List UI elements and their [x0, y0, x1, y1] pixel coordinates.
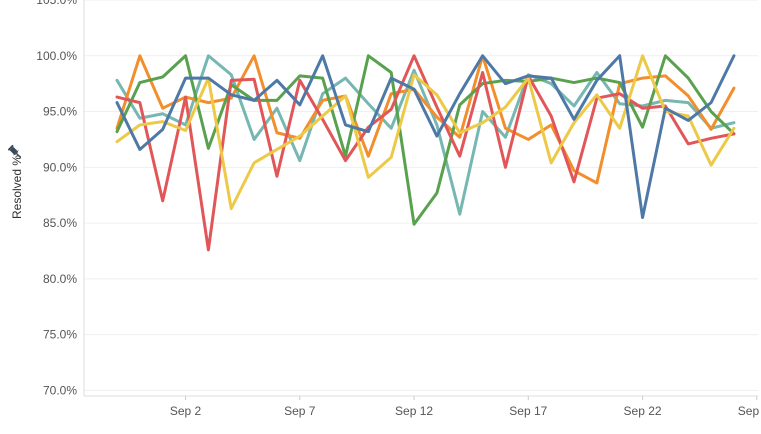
pin-icon-head: [7, 144, 14, 151]
y-tick-label: 105.0%: [36, 0, 77, 7]
pin-icon-body: [9, 146, 18, 155]
y-axis-title-group: Resolved %: [10, 155, 24, 219]
y-tick-label: 90.0%: [43, 160, 77, 174]
y-tick-label: 75.0%: [43, 328, 77, 342]
y-tick-label: 70.0%: [43, 383, 77, 397]
series-line-4[interactable]: [115, 54, 736, 252]
x-axis-ticks: Sep 2 Sep 7 Sep 12 Sep 17 Sep 22 Sep 27: [170, 396, 761, 418]
y-tick-label: 80.0%: [43, 272, 77, 286]
y-axis-ticks: 70.0% 75.0% 80.0% 85.0% 90.0% 95.0% 100.0% 105.…: [36, 0, 77, 397]
series-line-2[interactable]: [115, 54, 736, 185]
x-tick-label: Sep 17: [509, 404, 547, 418]
x-tick-label: Sep 27: [738, 404, 761, 418]
pin-icon-needle: [16, 153, 22, 159]
x-tick-label: Sep 12: [395, 404, 433, 418]
x-tick-label: Sep 22: [624, 404, 662, 418]
y-axis-title: Resolved %: [10, 155, 24, 219]
series-line-6[interactable]: [115, 54, 736, 220]
series-lines: [115, 54, 736, 252]
pin-icon[interactable]: [7, 144, 23, 160]
x-tick-label: Sep 7: [284, 404, 316, 418]
y-tick-label: 100.0%: [36, 49, 77, 63]
x-tick-label: Sep 2: [170, 404, 202, 418]
series-line-3[interactable]: [115, 54, 736, 226]
y-tick-label: 95.0%: [43, 105, 77, 119]
axes: [83, 0, 758, 397]
series-line-5[interactable]: [115, 54, 736, 211]
y-tick-label: 85.0%: [43, 216, 77, 230]
